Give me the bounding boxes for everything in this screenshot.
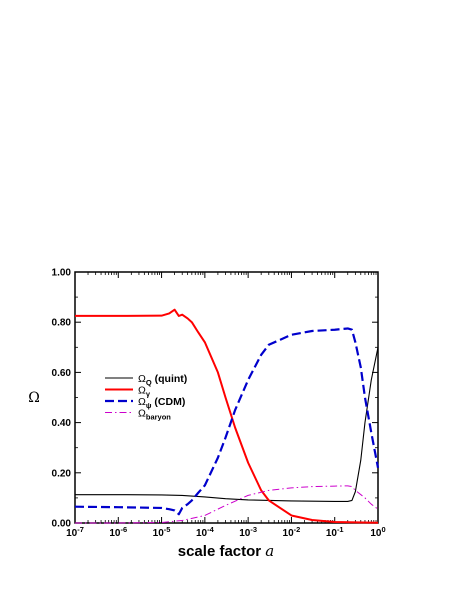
x-tick-label: 10-5 (153, 525, 171, 539)
series-line-baryon (75, 485, 379, 524)
y-axis-title: Ω (28, 390, 40, 406)
x-tick-label: 10-3 (239, 525, 257, 539)
y-tick-label: 0.00 (52, 519, 72, 530)
y-tick-label: 1.00 (52, 268, 72, 279)
series-group (74, 308, 380, 524)
x-tick-label: 10-4 (196, 525, 215, 539)
legend-label-quint: ΩQ (quint) (138, 373, 187, 387)
x-axis-title: scale factor a (178, 542, 275, 560)
legend-label-baryon: Ωbaryon (138, 408, 171, 422)
y-tick-label: 0.20 (52, 468, 72, 479)
series-line-quint (75, 347, 379, 502)
x-tick-label: 10-1 (326, 525, 344, 539)
y-tick-label: 0.40 (52, 418, 72, 429)
x-tick-label: 10-2 (283, 525, 301, 539)
x-tick-label: 10-6 (109, 525, 127, 539)
y-tick-label: 0.60 (52, 368, 72, 379)
x-tick-label: 100 (370, 525, 385, 539)
legend-label-CDM: Ωψ (CDM) (138, 396, 185, 410)
series-line-CDM (74, 327, 380, 516)
series-line-gamma (75, 308, 379, 524)
legend-label-gamma: Ωγ (138, 385, 151, 399)
x-tick-label: 10-7 (66, 525, 84, 539)
y-tick-label: 0.80 (52, 318, 72, 329)
